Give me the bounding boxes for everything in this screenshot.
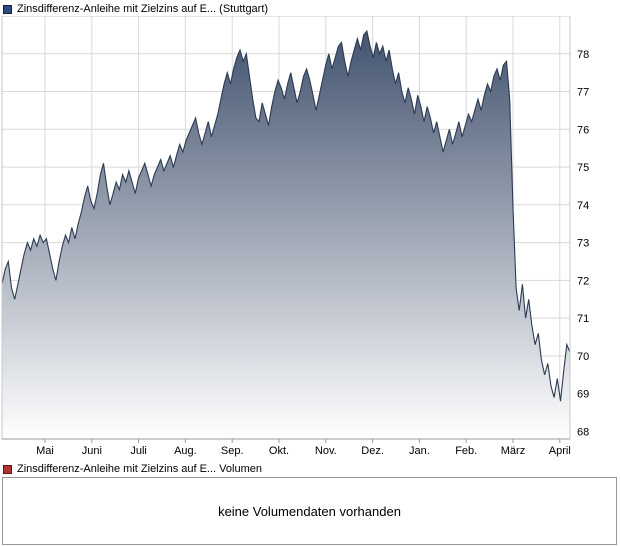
- y-axis-label: 70: [577, 351, 589, 363]
- y-axis-label: 77: [577, 87, 589, 99]
- y-axis-label: 68: [577, 426, 589, 438]
- x-axis-label: April: [549, 445, 571, 457]
- y-axis-label: 78: [577, 49, 589, 61]
- x-axis-label: Jan.: [409, 445, 430, 457]
- y-axis-label: 74: [577, 200, 589, 212]
- price-area-series: [2, 31, 570, 439]
- volume-legend-marker-icon: [3, 465, 12, 474]
- y-axis-label: 72: [577, 275, 589, 287]
- x-axis-label: Dez.: [361, 445, 384, 457]
- x-axis-label: Juli: [130, 445, 147, 457]
- volume-panel: keine Volumendaten vorhanden: [2, 477, 617, 545]
- price-chart-legend: Zinsdifferenz-Anleihe mit Zielzins auf E…: [0, 0, 620, 16]
- volume-chart-legend: Zinsdifferenz-Anleihe mit Zielzins auf E…: [0, 460, 620, 476]
- x-axis-label: Sep.: [221, 445, 244, 457]
- y-axis-label: 76: [577, 124, 589, 136]
- x-axis-label: Okt.: [269, 445, 289, 457]
- y-axis-label: 71: [577, 313, 589, 325]
- x-axis-label: Nov.: [315, 445, 337, 457]
- x-axis-label: Juni: [82, 445, 102, 457]
- volume-empty-message: keine Volumendaten vorhanden: [218, 503, 401, 519]
- x-axis-label: Mai: [36, 445, 54, 457]
- x-axis-label: März: [501, 445, 525, 457]
- y-axis-label: 75: [577, 162, 589, 174]
- x-axis-label: Feb.: [455, 445, 477, 457]
- price-legend-marker-icon: [3, 5, 12, 14]
- x-axis-label: Aug.: [174, 445, 197, 457]
- volume-legend-label: Zinsdifferenz-Anleihe mit Zielzins auf E…: [17, 463, 262, 475]
- price-chart-svg: 78 77 76 75 74 73 72 71 70 69 68 Mai Juni Juli Aug. Sep…: [1, 16, 589, 457]
- y-axis-label: 69: [577, 389, 589, 401]
- price-line-series: [1, 29, 571, 402]
- y-axis-label: 73: [577, 238, 589, 250]
- price-legend-label: Zinsdifferenz-Anleihe mit Zielzins auf E…: [17, 3, 269, 15]
